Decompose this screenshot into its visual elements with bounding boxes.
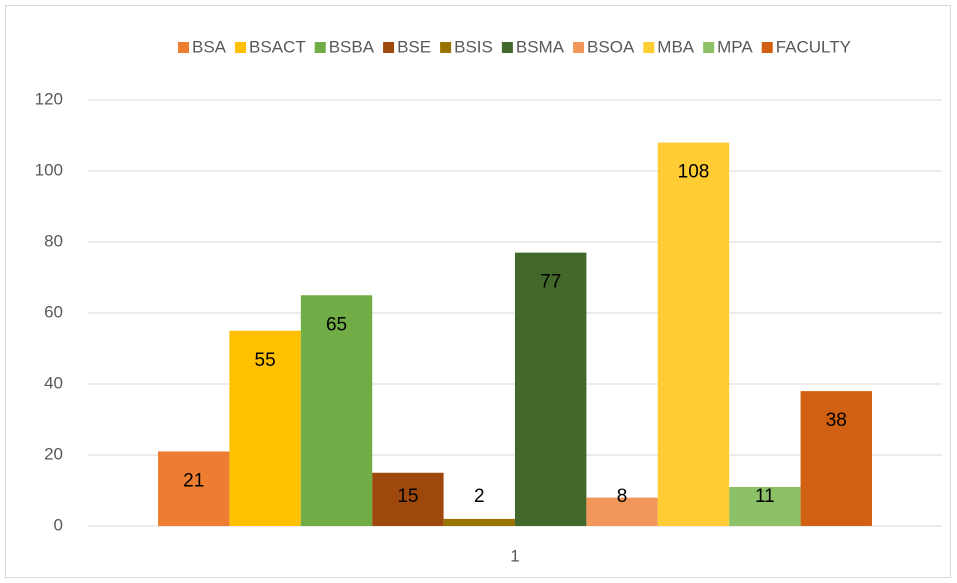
bar: [515, 252, 587, 526]
legend-label: BSOA: [587, 37, 635, 56]
bar: [300, 295, 373, 526]
data-label: 2: [474, 486, 485, 507]
legend-label: MPA: [717, 37, 753, 56]
legend-swatch: [643, 42, 655, 53]
bar: [729, 486, 801, 526]
legend-label: BSIS: [454, 37, 493, 56]
bar: [158, 451, 230, 526]
legend-label: BSACT: [249, 37, 306, 56]
bar: [586, 497, 658, 526]
y-tick-label: 40: [44, 373, 63, 392]
legend-swatch: [703, 42, 715, 53]
y-tick-label: 100: [35, 160, 63, 179]
y-tick-label: 20: [44, 444, 63, 463]
data-label: 8: [617, 486, 628, 507]
y-tick-label: 0: [54, 515, 63, 534]
data-label: 77: [540, 272, 561, 293]
data-label: 38: [826, 410, 847, 431]
y-tick-label: 120: [35, 89, 63, 108]
data-label: 21: [183, 470, 204, 491]
legend-swatch: [383, 42, 395, 53]
bar: [443, 518, 515, 526]
legend-label: BSA: [192, 37, 227, 56]
legend-swatch: [501, 42, 513, 53]
bar: [229, 330, 301, 526]
bar: [800, 391, 872, 526]
legend-label: BSBA: [329, 37, 375, 56]
legend-label: BSE: [397, 37, 431, 56]
legend-swatch: [314, 42, 326, 53]
data-label: 11: [755, 486, 775, 507]
data-label: 65: [326, 314, 347, 335]
x-tick-label: 1: [510, 546, 519, 565]
data-label: 55: [255, 350, 276, 371]
data-label: 108: [678, 162, 710, 183]
legend-swatch: [178, 42, 190, 53]
legend-label: MBA: [657, 37, 695, 56]
y-tick-label: 80: [44, 231, 63, 250]
data-label: 15: [397, 486, 418, 507]
y-tick-label: 60: [44, 302, 63, 321]
bar: [372, 472, 444, 526]
legend-swatch: [235, 42, 247, 53]
legend-swatch: [761, 42, 773, 53]
legend-swatch: [573, 42, 585, 53]
legend-label: FACULTY: [776, 37, 851, 56]
bar: [657, 142, 730, 526]
legend-swatch: [440, 42, 452, 53]
legend-label: BSMA: [516, 37, 565, 56]
